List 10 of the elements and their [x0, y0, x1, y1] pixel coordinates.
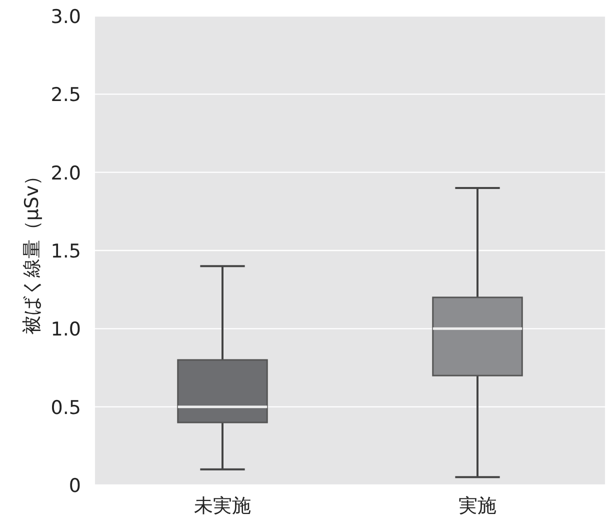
- x-tick-label: 未実施: [194, 495, 251, 517]
- y-tick-label: 2.0: [50, 162, 81, 184]
- y-axis-title: 被ばく線量（μSv）: [21, 166, 43, 335]
- y-tick-label: 0.5: [50, 396, 81, 419]
- y-tick-label: 1.5: [50, 240, 81, 262]
- x-tick-label: 実施: [458, 495, 496, 517]
- y-tick-label: 0: [68, 475, 81, 497]
- y-tick-label: 1.0: [50, 318, 81, 341]
- y-tick-label: 2.5: [50, 84, 81, 106]
- y-tick-label: 3.0: [50, 6, 81, 28]
